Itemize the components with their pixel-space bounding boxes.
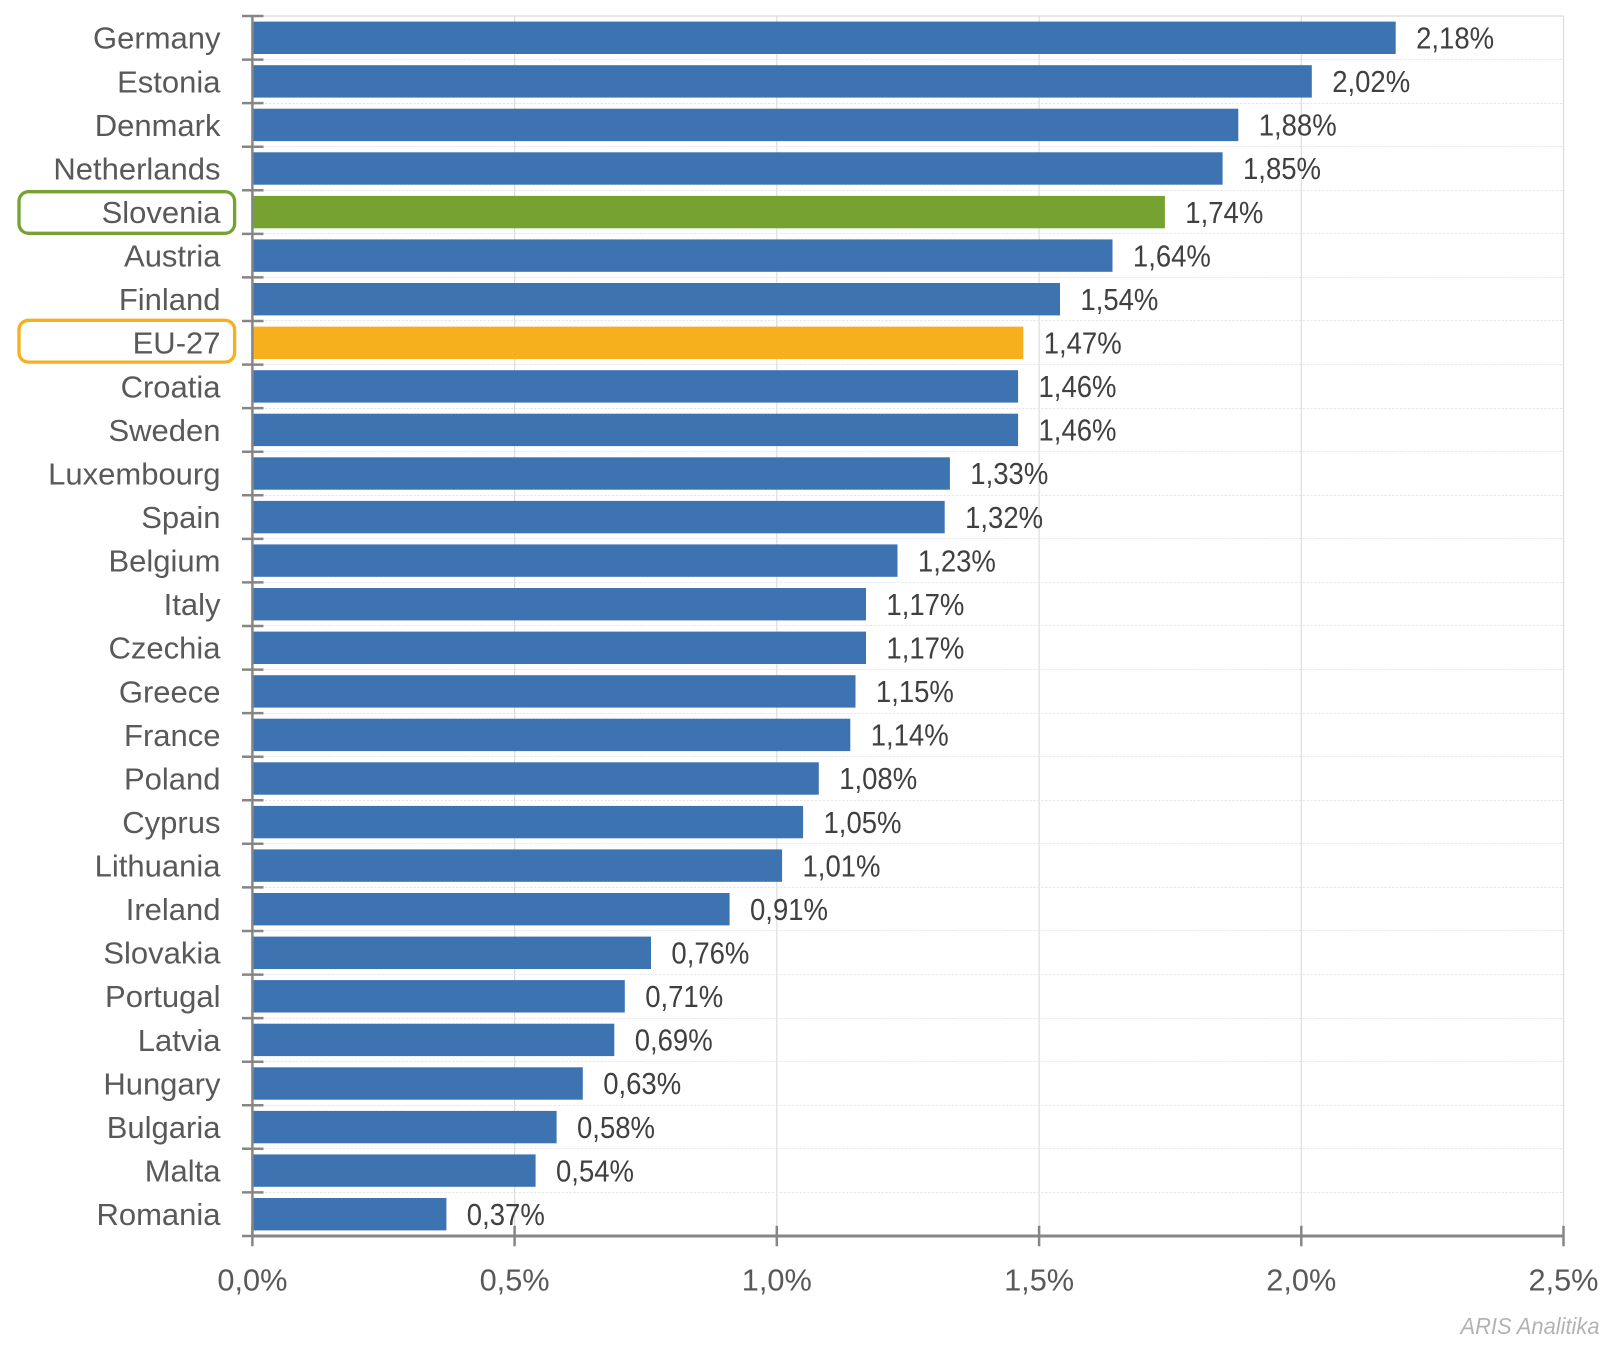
svg-text:Austria: Austria <box>124 239 221 274</box>
svg-text:2,18%: 2,18% <box>1416 22 1494 56</box>
svg-text:1,05%: 1,05% <box>824 806 902 840</box>
svg-text:Italy: Italy <box>164 587 221 622</box>
svg-text:Slovenia: Slovenia <box>102 195 222 230</box>
svg-text:0,76%: 0,76% <box>671 937 749 971</box>
svg-text:Slovakia: Slovakia <box>103 936 221 971</box>
svg-text:0,54%: 0,54% <box>556 1154 634 1188</box>
svg-text:1,5%: 1,5% <box>1004 1263 1074 1298</box>
svg-text:0,58%: 0,58% <box>577 1111 655 1145</box>
svg-text:0,91%: 0,91% <box>750 893 828 927</box>
svg-text:Croatia: Croatia <box>121 369 222 404</box>
svg-text:1,01%: 1,01% <box>803 849 881 883</box>
svg-text:1,46%: 1,46% <box>1039 370 1117 404</box>
svg-text:Greece: Greece <box>119 674 221 709</box>
svg-text:0,71%: 0,71% <box>645 980 723 1014</box>
svg-text:2,0%: 2,0% <box>1266 1263 1336 1298</box>
svg-text:1,54%: 1,54% <box>1080 283 1158 317</box>
svg-text:ARIS Analitika: ARIS Analitika <box>1459 1313 1600 1339</box>
svg-text:Bulgaria: Bulgaria <box>107 1110 221 1145</box>
svg-text:1,85%: 1,85% <box>1243 152 1321 186</box>
svg-text:1,88%: 1,88% <box>1259 109 1337 143</box>
svg-text:Poland: Poland <box>124 761 221 796</box>
svg-text:Cyprus: Cyprus <box>122 805 220 840</box>
svg-text:2,5%: 2,5% <box>1529 1263 1599 1298</box>
svg-text:Sweden: Sweden <box>108 413 220 448</box>
svg-text:1,47%: 1,47% <box>1044 327 1122 361</box>
svg-text:1,08%: 1,08% <box>839 762 917 796</box>
svg-text:1,64%: 1,64% <box>1133 239 1211 273</box>
svg-text:Spain: Spain <box>141 500 220 535</box>
svg-text:1,17%: 1,17% <box>886 632 964 666</box>
svg-text:0,37%: 0,37% <box>467 1198 545 1232</box>
svg-text:1,0%: 1,0% <box>742 1263 812 1298</box>
svg-text:Hungary: Hungary <box>103 1066 221 1101</box>
svg-text:France: France <box>124 718 220 753</box>
svg-text:2,02%: 2,02% <box>1332 65 1410 99</box>
svg-text:Czechia: Czechia <box>109 631 222 666</box>
svg-text:1,17%: 1,17% <box>886 588 964 622</box>
svg-text:Luxembourg: Luxembourg <box>48 456 220 491</box>
svg-text:0,63%: 0,63% <box>603 1067 681 1101</box>
svg-text:1,15%: 1,15% <box>876 675 954 709</box>
svg-text:0,5%: 0,5% <box>480 1263 550 1298</box>
svg-text:Estonia: Estonia <box>117 64 221 99</box>
svg-text:1,23%: 1,23% <box>918 544 996 578</box>
svg-text:Latvia: Latvia <box>138 1023 221 1058</box>
svg-text:1,14%: 1,14% <box>871 719 949 753</box>
svg-text:Malta: Malta <box>145 1154 222 1189</box>
svg-text:Finland: Finland <box>119 282 221 317</box>
svg-text:1,74%: 1,74% <box>1185 196 1263 230</box>
svg-text:1,33%: 1,33% <box>970 457 1048 491</box>
svg-text:0,0%: 0,0% <box>217 1263 287 1298</box>
svg-text:Portugal: Portugal <box>105 979 220 1014</box>
svg-text:Ireland: Ireland <box>126 892 221 927</box>
svg-text:Romania: Romania <box>96 1197 221 1232</box>
svg-text:1,46%: 1,46% <box>1039 414 1117 448</box>
svg-text:Lithuania: Lithuania <box>95 849 222 884</box>
svg-text:0,69%: 0,69% <box>635 1024 713 1058</box>
svg-text:Denmark: Denmark <box>95 108 221 143</box>
svg-text:EU-27: EU-27 <box>133 326 221 361</box>
svg-text:Germany: Germany <box>93 21 221 56</box>
svg-text:Netherlands: Netherlands <box>53 151 220 186</box>
svg-text:Belgium: Belgium <box>109 544 221 579</box>
svg-text:1,32%: 1,32% <box>965 501 1043 535</box>
